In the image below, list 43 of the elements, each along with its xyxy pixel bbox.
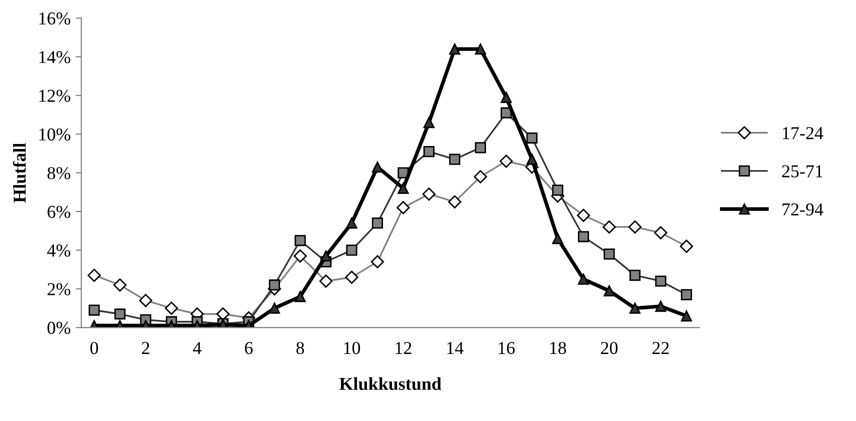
y-tick-label: 0% xyxy=(48,322,70,334)
point xyxy=(398,182,409,194)
x-tick-label: 0 xyxy=(90,342,98,354)
point xyxy=(474,43,486,55)
legend-label: 72-94 xyxy=(782,203,824,216)
legend-label: 25-71 xyxy=(782,165,822,178)
x-tick-label: 16 xyxy=(498,342,515,354)
point xyxy=(629,302,641,314)
x-tick-label: 10 xyxy=(344,342,360,354)
legend-label: 17-24 xyxy=(782,127,824,140)
y-axis-title: Hlutfall xyxy=(12,143,26,203)
point xyxy=(604,285,615,296)
y-tick-label: 6% xyxy=(48,206,70,218)
y-tick-label: 8% xyxy=(48,167,70,180)
x-tick-label: 22 xyxy=(652,342,669,354)
point xyxy=(526,154,538,165)
point xyxy=(500,92,512,103)
y-tick-label: 4% xyxy=(47,244,70,257)
point xyxy=(423,116,435,128)
point xyxy=(552,233,564,244)
x-tick-label: 14 xyxy=(447,342,464,354)
y-tick-label: 10% xyxy=(39,128,70,141)
point xyxy=(655,300,666,312)
x-tick-label: 6 xyxy=(244,342,253,354)
point xyxy=(372,161,384,173)
y-tick-label: 12% xyxy=(39,90,70,102)
x-tick-label: 20 xyxy=(600,342,618,354)
x-tick-label: 2 xyxy=(142,342,150,354)
x-tick-label: 4 xyxy=(193,342,202,354)
x-axis-title: Klukkustund xyxy=(339,377,442,390)
point xyxy=(449,43,460,55)
y-tick-label: 14% xyxy=(39,51,70,64)
point xyxy=(294,291,306,302)
point xyxy=(680,310,692,322)
x-tick-label: 12 xyxy=(396,342,412,354)
y-tick-label: 2% xyxy=(48,283,70,296)
x-tick-label: 8 xyxy=(296,342,304,354)
point xyxy=(346,218,358,229)
point xyxy=(320,250,332,262)
y-tick-label: 16% xyxy=(39,12,70,25)
x-tick-label: 18 xyxy=(550,342,566,354)
point xyxy=(268,302,280,314)
point xyxy=(578,274,590,285)
